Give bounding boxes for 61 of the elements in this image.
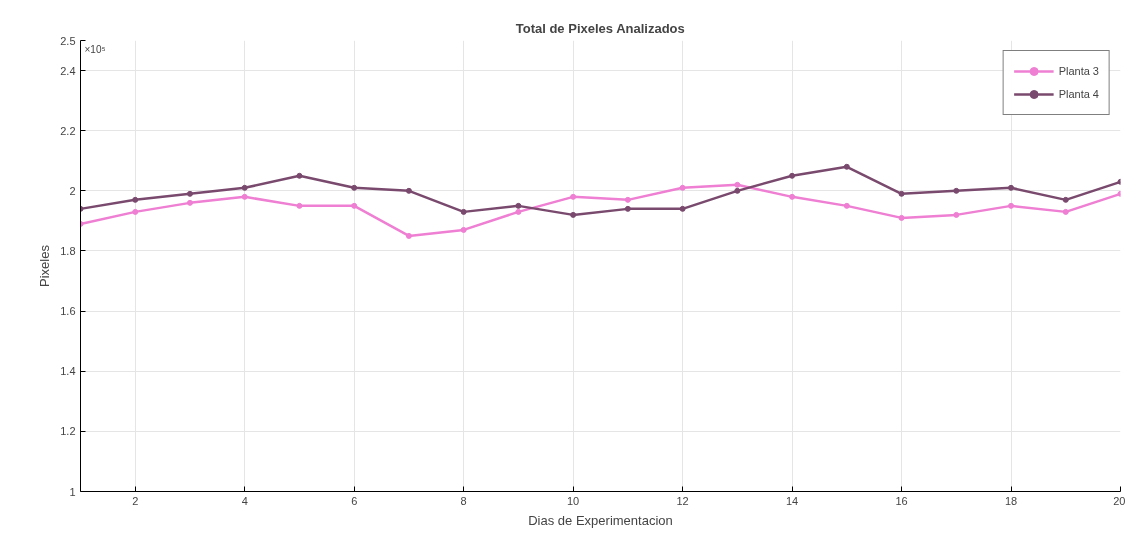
point [679, 205, 686, 212]
point [570, 193, 577, 200]
point [351, 202, 358, 209]
point [351, 184, 358, 191]
x-tick-label: 16 [895, 494, 908, 507]
x-tick-label: 8 [460, 494, 467, 507]
point [789, 172, 796, 179]
point [186, 199, 193, 206]
x-tick-label: 14 [785, 494, 799, 507]
y-tick-label: 1 [69, 485, 76, 498]
x-tick-label: 4 [241, 494, 248, 507]
y-tick-label: 2 [69, 184, 76, 197]
point [132, 208, 139, 215]
x-tick-label: 12 [676, 494, 689, 507]
x-tick-label: 2 [132, 494, 139, 507]
y-axis-title: Pixeles [37, 244, 53, 287]
point [624, 205, 631, 212]
point [1062, 208, 1069, 215]
y-tick-label: 1.6 [60, 305, 76, 318]
x-tick-label: 10 [567, 494, 580, 507]
point [296, 202, 303, 209]
point [186, 190, 193, 197]
point [241, 184, 248, 191]
point [405, 232, 412, 239]
point [515, 208, 522, 215]
point [132, 196, 139, 203]
point [843, 202, 850, 209]
x-tick-label: 20 [1113, 494, 1126, 507]
point [570, 211, 577, 218]
point [1062, 196, 1069, 203]
x-tick-label: 18 [1004, 494, 1018, 507]
legend-label: Planta 4 [1058, 88, 1099, 100]
y-tick-label: 2.5 [60, 34, 76, 47]
point [460, 226, 467, 233]
point [953, 187, 960, 194]
point [898, 190, 905, 197]
point [241, 193, 248, 200]
point [953, 211, 960, 218]
y-tick-label: 1.2 [60, 425, 76, 438]
point [1008, 184, 1015, 191]
point [843, 163, 850, 170]
y-tick-label: 2.2 [60, 124, 76, 137]
x-tick-label: 6 [351, 494, 358, 507]
point [460, 208, 467, 215]
chart-title: Total de Pixeles Analizados [515, 20, 685, 36]
point [515, 202, 522, 209]
annotation: ×10⁵ [84, 43, 106, 55]
y-tick-label: 2.4 [60, 64, 76, 77]
point [789, 193, 796, 200]
x-axis-title: Dias de Experimentacion [528, 512, 673, 528]
point [898, 214, 905, 221]
point [296, 172, 303, 179]
point [679, 184, 686, 191]
point [1008, 202, 1015, 209]
y-tick-label: 1.8 [60, 244, 76, 257]
point [734, 181, 741, 188]
point [624, 196, 631, 203]
legend-label: Planta 3 [1058, 65, 1099, 77]
y-tick-label: 1.4 [60, 365, 76, 378]
point [405, 187, 412, 194]
point [734, 187, 741, 194]
